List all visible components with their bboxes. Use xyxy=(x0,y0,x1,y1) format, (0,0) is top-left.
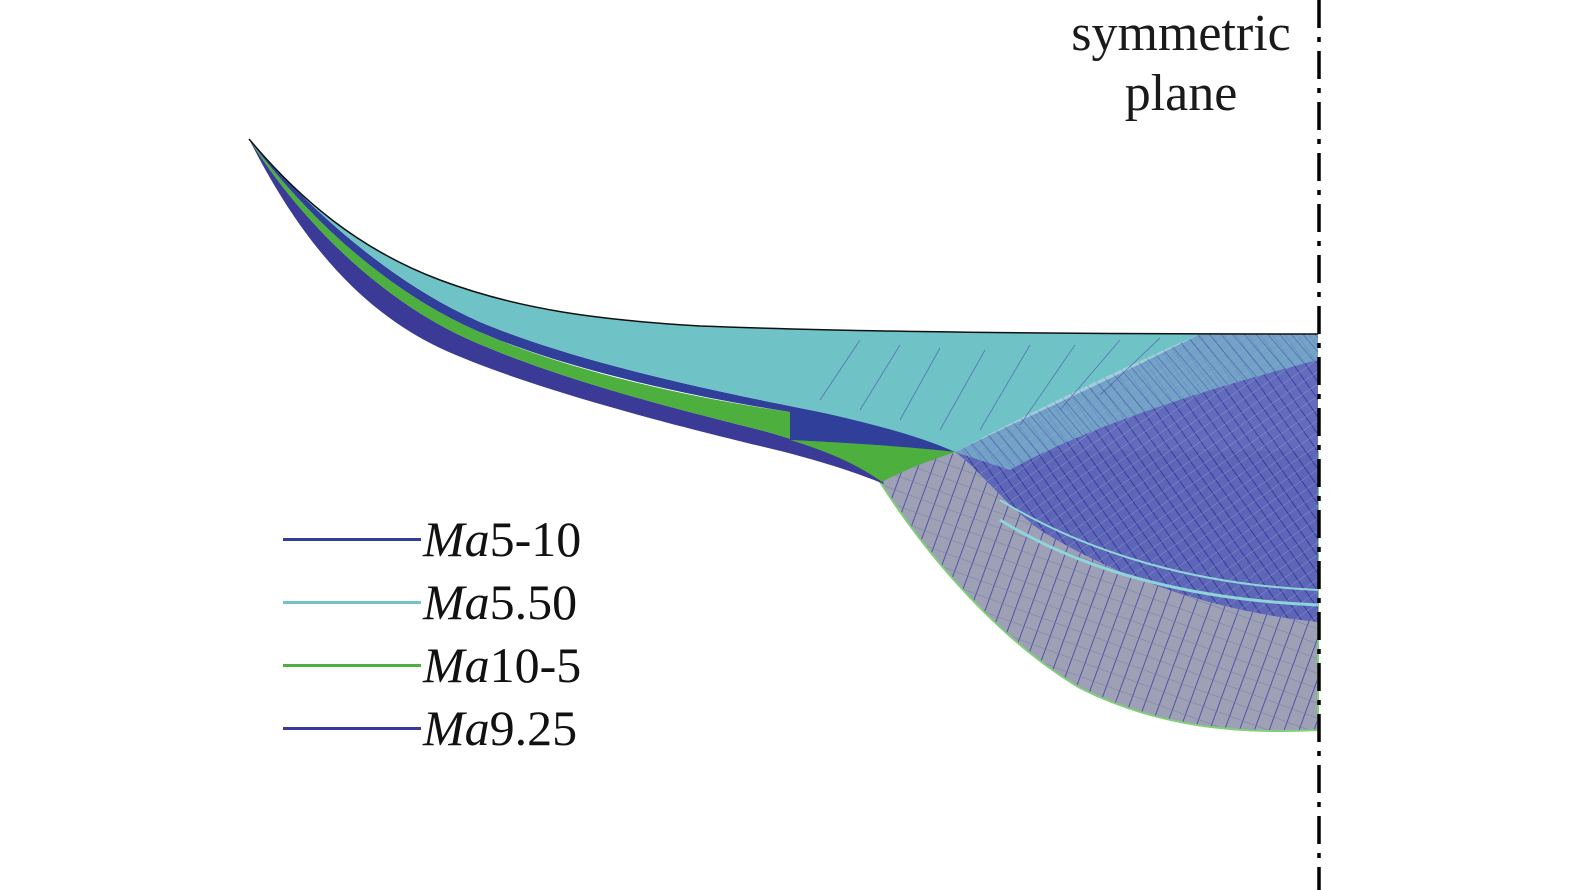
legend-swatch-ma10-5 xyxy=(283,664,421,667)
legend-item-ma10-5: Ma10-5 xyxy=(283,634,703,697)
inner-cyan-band-2 xyxy=(999,499,1319,591)
legend-swatch-ma9-25 xyxy=(283,727,421,730)
legend-item-ma5-10: Ma5-10 xyxy=(283,508,703,571)
blue-wedge xyxy=(790,408,955,452)
green-wedge xyxy=(790,440,955,482)
blue-mesh-region xyxy=(955,334,1318,622)
legend-swatch-ma5-10 xyxy=(283,538,421,541)
legend-label-ma10-5: Ma10-5 xyxy=(423,637,582,693)
legend-label-ma5-50: Ma5.50 xyxy=(423,574,578,630)
inner-cyan-band xyxy=(999,518,1319,607)
surface-ma5-50 xyxy=(249,139,1318,452)
cyan-grid-lines xyxy=(819,337,1161,431)
legend-swatch-ma5-50 xyxy=(283,601,421,604)
legend-item-ma9-25: Ma9.25 xyxy=(283,697,703,760)
symmetric-plane-label: symmetric plane xyxy=(1031,4,1331,124)
legend: Ma5-10 Ma5.50 Ma10-5 Ma9.25 xyxy=(283,508,703,760)
legend-item-ma5-50: Ma5.50 xyxy=(283,571,703,634)
legend-label-ma5-10: Ma5-10 xyxy=(423,511,582,567)
legend-label-ma9-25: Ma9.25 xyxy=(423,700,578,756)
cyan-mesh-transition xyxy=(955,334,1318,470)
symmetric-plane-label-line1: symmetric xyxy=(1071,5,1291,62)
symmetric-plane-label-line2: plane xyxy=(1124,65,1238,122)
upper-surface-outline xyxy=(248,138,1319,335)
